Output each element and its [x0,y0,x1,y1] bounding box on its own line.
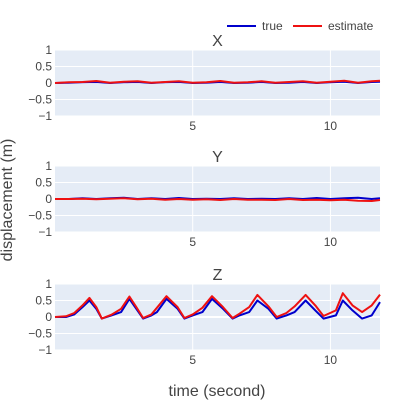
y-tick-label: −0.5 [28,209,52,223]
y-tick-label: 0.5 [35,294,52,308]
x-tick-label: 10 [324,353,338,367]
panel-title: Y [212,149,223,166]
panel-y: −1 −0.5 0 0.5 1 5 10 Y [28,149,381,249]
y-tick-label: 1 [45,159,52,173]
x-tick-label: 10 [324,119,338,133]
x-tick-label: 5 [189,119,196,133]
y-tick-label: −0.5 [28,327,52,341]
series-line-estimate [55,197,381,202]
y-tick-label: 0.5 [35,60,52,74]
y-axis-label: displacement (m) [0,139,16,262]
panel-title: X [212,33,223,50]
y-tick-label: −0.5 [28,93,52,107]
x-axis-label: time (second) [169,383,266,400]
legend[interactable]: true estimate [227,19,374,33]
y-tick-label: 0 [45,310,52,324]
y-tick-label: 1 [45,43,52,57]
series-line-estimate [54,79,381,84]
panel-z: −1 −0.5 0 0.5 1 5 10 Z [28,267,381,367]
x-tick-label: 10 [324,235,338,249]
panel-x: −1 −0.5 0 0.5 1 5 10 X [28,33,381,133]
x-tick-label: 5 [189,235,196,249]
y-tick-label: 0.5 [35,176,52,190]
y-tick-label: 0 [45,76,52,90]
series-line-estimate [54,292,381,320]
panel-title: Z [213,267,223,284]
legend-label-estimate: estimate [328,19,374,33]
y-tick-label: −1 [38,109,52,123]
legend-label-true: true [262,19,283,33]
y-tick-label: −1 [38,225,52,239]
y-tick-label: 1 [45,277,52,291]
y-tick-label: −1 [38,343,52,357]
x-tick-label: 5 [189,353,196,367]
y-tick-label: 0 [45,192,52,206]
chart-panels: −1 −0.5 0 0.5 1 5 10 X −1 −0.5 0 0.5 1 5 10 Y −1 −0.5 0 0.5… [28,33,381,367]
